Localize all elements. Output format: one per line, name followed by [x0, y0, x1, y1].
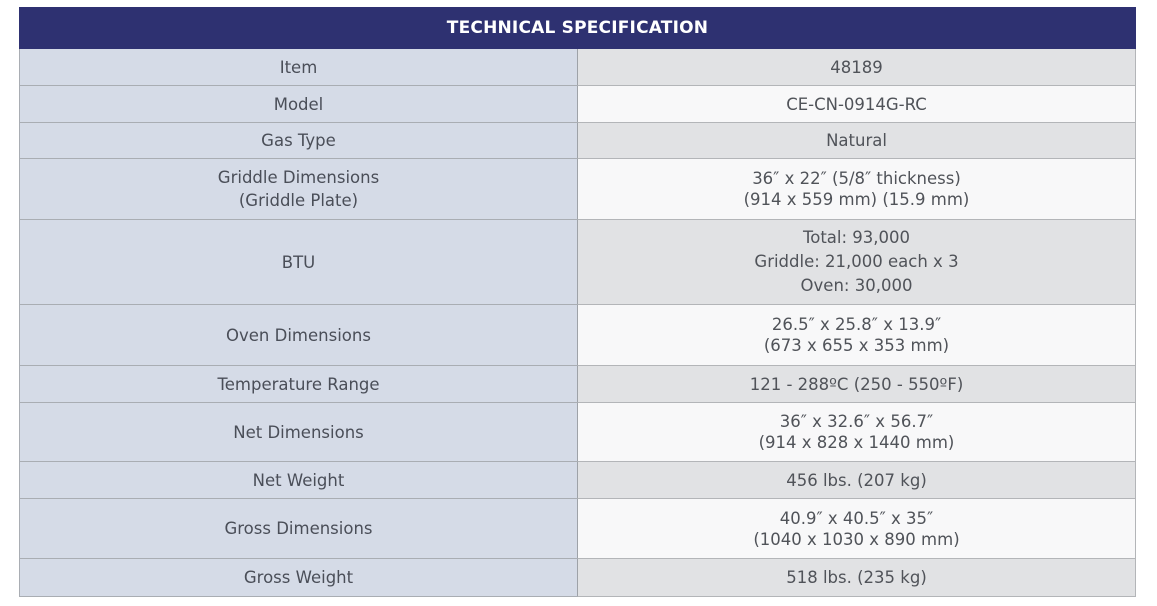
value-line: Oven: 30,000 — [800, 276, 913, 295]
value-line: 121 - 288ºC (250 - 550ºF) — [749, 374, 964, 394]
table-row-net-dimensions: Net Dimensions 36″ x 32.6″ x 56.7″ (914 … — [19, 402, 1136, 462]
table-row-oven-dimensions: Oven Dimensions 26.5″ x 25.8″ x 13.9″ (6… — [19, 304, 1136, 366]
row-label: Oven Dimensions — [19, 304, 578, 366]
value-line: (673 x 655 x 353 mm) — [763, 336, 950, 355]
value-line: 40.9″ x 40.5″ x 35″ — [779, 508, 934, 528]
value-line: 36″ x 32.6″ x 56.7″ — [779, 412, 934, 431]
value-line: 456 lbs. (207 kg) — [786, 470, 927, 490]
value-line: (914 x 559 mm) (15.9 mm) — [743, 190, 970, 209]
row-value: 518 lbs. (235 kg) — [577, 558, 1136, 597]
table-row-model: Model CE-CN-0914G-RC — [19, 85, 1136, 123]
value-line: 48189 — [830, 57, 883, 77]
row-value: 121 - 288ºC (250 - 550ºF) — [577, 365, 1136, 403]
value-line: Total: 93,000 — [802, 228, 911, 247]
table-row-gross-weight: Gross Weight 518 lbs. (235 kg) — [19, 558, 1136, 597]
row-label: Net Dimensions — [19, 402, 578, 462]
table-title: TECHNICAL SPECIFICATION — [19, 7, 1136, 49]
row-value: 40.9″ x 40.5″ x 35″ (1040 x 1030 x 890 m… — [577, 498, 1136, 559]
label-line: Griddle Dimensions — [217, 168, 380, 187]
value-line: CE-CN-0914G-RC — [786, 94, 927, 114]
table-row-gross-dimensions: Gross Dimensions 40.9″ x 40.5″ x 35″ (10… — [19, 498, 1136, 559]
technical-specification-table: TECHNICAL SPECIFICATION Item 48189 Model… — [19, 7, 1136, 597]
row-label: Gross Dimensions — [19, 498, 578, 559]
table-row-item: Item 48189 — [19, 48, 1136, 86]
row-value: 456 lbs. (207 kg) — [577, 461, 1136, 499]
row-value: CE-CN-0914G-RC — [577, 85, 1136, 123]
table-row-net-weight: Net Weight 456 lbs. (207 kg) — [19, 461, 1136, 499]
value-line: (914 x 828 x 1440 mm) — [758, 433, 955, 452]
row-label: Temperature Range — [19, 365, 578, 403]
row-value: 48189 — [577, 48, 1136, 86]
label-line: (Griddle Plate) — [238, 191, 359, 210]
value-line: 26.5″ x 25.8″ x 13.9″ — [771, 315, 942, 334]
table-row-temperature-range: Temperature Range 121 - 288ºC (250 - 550… — [19, 365, 1136, 403]
table-header-row: TECHNICAL SPECIFICATION — [19, 7, 1136, 49]
value-line: (1040 x 1030 x 890 mm) — [753, 529, 960, 549]
row-value: 36″ x 22″ (5/8″ thickness) (914 x 559 mm… — [577, 158, 1136, 220]
value-line: Natural — [826, 131, 887, 150]
row-label: Item — [19, 48, 578, 86]
value-line: 518 lbs. (235 kg) — [786, 568, 927, 587]
table-row-gas-type: Gas Type Natural — [19, 122, 1136, 159]
row-label: Model — [19, 85, 578, 123]
table-row-griddle-dimensions: Griddle Dimensions (Griddle Plate) 36″ x… — [19, 158, 1136, 220]
row-label: Griddle Dimensions (Griddle Plate) — [19, 158, 578, 220]
value-line: Griddle: 21,000 each x 3 — [754, 252, 959, 271]
table-row-btu: BTU Total: 93,000 Griddle: 21,000 each x… — [19, 219, 1136, 305]
row-label: Gas Type — [19, 122, 578, 159]
row-label: Net Weight — [19, 461, 578, 499]
row-value: Natural — [577, 122, 1136, 159]
row-value: Total: 93,000 Griddle: 21,000 each x 3 O… — [577, 219, 1136, 305]
row-value: 36″ x 32.6″ x 56.7″ (914 x 828 x 1440 mm… — [577, 402, 1136, 462]
row-value: 26.5″ x 25.8″ x 13.9″ (673 x 655 x 353 m… — [577, 304, 1136, 366]
row-label: BTU — [19, 219, 578, 305]
row-label: Gross Weight — [19, 558, 578, 597]
value-line: 36″ x 22″ (5/8″ thickness) — [752, 169, 961, 188]
